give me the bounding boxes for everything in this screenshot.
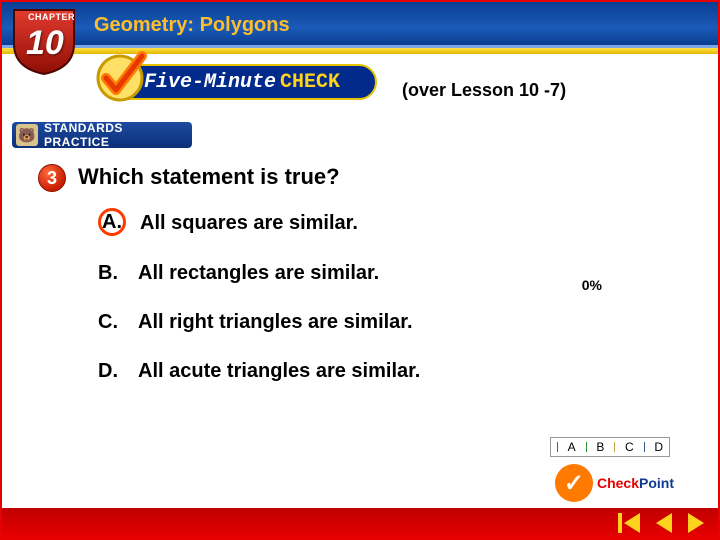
- nav-first-button[interactable]: [618, 513, 640, 533]
- checkpoint-point: Point: [639, 475, 674, 491]
- checkpoint-check: Check: [597, 475, 639, 491]
- choice-b[interactable]: B. All rectangles are similar.: [98, 262, 438, 285]
- choice-text: All rectangles are similar.: [138, 262, 379, 285]
- checkpoint-logo: ✓ CheckPoint: [555, 464, 674, 502]
- answer-choices: A. All squares are similar. B. All recta…: [98, 212, 438, 409]
- legend-label: D: [654, 440, 663, 454]
- bear-icon: 🐻: [16, 124, 38, 146]
- choice-c[interactable]: C. All right triangles are similar.: [98, 311, 438, 334]
- choice-text: All acute triangles are similar.: [138, 360, 420, 383]
- checkmark-icon: [92, 50, 148, 106]
- chapter-number: 10: [26, 24, 64, 63]
- check-icon: ✓: [555, 464, 593, 502]
- nav-bar: [2, 508, 718, 538]
- legend-swatch-d: [644, 442, 645, 452]
- choice-letter: B.: [98, 262, 124, 285]
- choice-letter: C.: [98, 311, 124, 334]
- legend-swatch-b: [586, 442, 587, 452]
- chapter-label: CHAPTER: [28, 12, 75, 22]
- nav-next-button[interactable]: [688, 513, 704, 533]
- subject-title: Geometry: Polygons: [94, 14, 290, 37]
- choice-d[interactable]: D. All acute triangles are similar.: [98, 360, 438, 383]
- over-lesson-label: (over Lesson 10 -7): [402, 80, 566, 101]
- legend-swatch-a: [557, 442, 558, 452]
- choice-letter: D.: [98, 360, 124, 383]
- percent-label: 0%: [582, 277, 602, 293]
- question-number: 3: [38, 164, 66, 192]
- choice-text: All right triangles are similar.: [138, 311, 413, 334]
- chapter-badge: CHAPTER 10: [8, 4, 80, 76]
- choice-a[interactable]: A. All squares are similar.: [98, 212, 438, 236]
- standards-practice-label: STANDARDS PRACTICE: [44, 121, 192, 149]
- legend-label: A: [568, 440, 576, 454]
- nav-prev-button[interactable]: [656, 513, 672, 533]
- five-minute-check-banner: Five-Minute CHECK: [112, 64, 377, 100]
- choice-text: All squares are similar.: [140, 212, 358, 236]
- legend-swatch-c: [614, 442, 615, 452]
- question-text: Which statement is true?: [78, 164, 340, 190]
- slide: CHAPTER 10 Geometry: Polygons Five-Minut…: [0, 0, 720, 540]
- legend-label: B: [596, 440, 604, 454]
- results-legend: A B C D: [550, 437, 670, 457]
- choice-letter: A.: [98, 208, 126, 236]
- checkpoint-text: CheckPoint: [597, 475, 674, 491]
- five-minute-prefix: Five-Minute: [144, 71, 276, 94]
- legend-label: C: [625, 440, 634, 454]
- standards-practice-badge: 🐻 STANDARDS PRACTICE: [12, 122, 192, 148]
- five-minute-suffix: CHECK: [280, 71, 340, 94]
